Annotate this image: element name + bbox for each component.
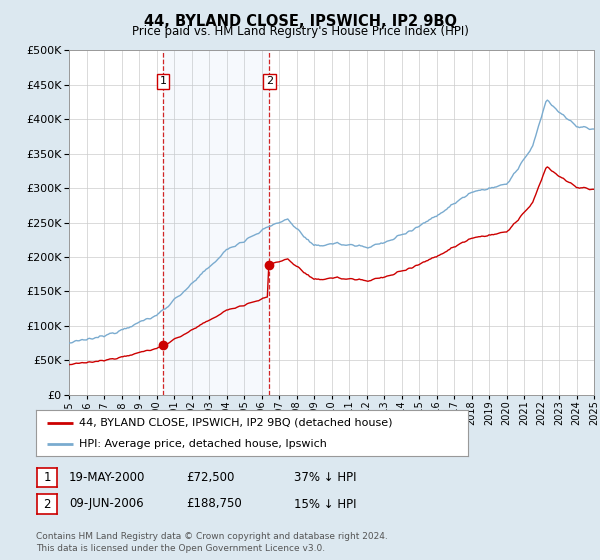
Text: 1: 1 [43, 470, 51, 484]
Text: 2: 2 [266, 76, 273, 86]
Bar [163, 50, 269, 395]
Text: £188,750: £188,750 [186, 497, 242, 511]
Text: HPI: Average price, detached house, Ipswich: HPI: Average price, detached house, Ipsw… [79, 440, 327, 450]
Text: 2: 2 [43, 497, 51, 511]
Text: 1: 1 [160, 76, 167, 86]
Text: 37% ↓ HPI: 37% ↓ HPI [294, 470, 356, 484]
Text: 09-JUN-2006: 09-JUN-2006 [69, 497, 143, 511]
Text: £72,500: £72,500 [186, 470, 235, 484]
Text: 44, BYLAND CLOSE, IPSWICH, IP2 9BQ: 44, BYLAND CLOSE, IPSWICH, IP2 9BQ [143, 14, 457, 29]
Text: 19-MAY-2000: 19-MAY-2000 [69, 470, 145, 484]
Text: Price paid vs. HM Land Registry's House Price Index (HPI): Price paid vs. HM Land Registry's House … [131, 25, 469, 38]
Text: 15% ↓ HPI: 15% ↓ HPI [294, 497, 356, 511]
Text: Contains HM Land Registry data © Crown copyright and database right 2024.
This d: Contains HM Land Registry data © Crown c… [36, 533, 388, 553]
Text: 44, BYLAND CLOSE, IPSWICH, IP2 9BQ (detached house): 44, BYLAND CLOSE, IPSWICH, IP2 9BQ (deta… [79, 418, 392, 428]
